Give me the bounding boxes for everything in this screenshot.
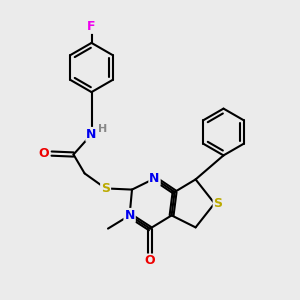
- Text: O: O: [38, 147, 49, 160]
- Text: O: O: [145, 254, 155, 268]
- Text: N: N: [149, 172, 160, 185]
- Text: N: N: [124, 209, 135, 222]
- Text: S: S: [101, 182, 110, 195]
- Text: N: N: [86, 128, 97, 141]
- Text: S: S: [214, 197, 223, 210]
- Text: H: H: [98, 124, 107, 134]
- Text: F: F: [87, 20, 96, 33]
